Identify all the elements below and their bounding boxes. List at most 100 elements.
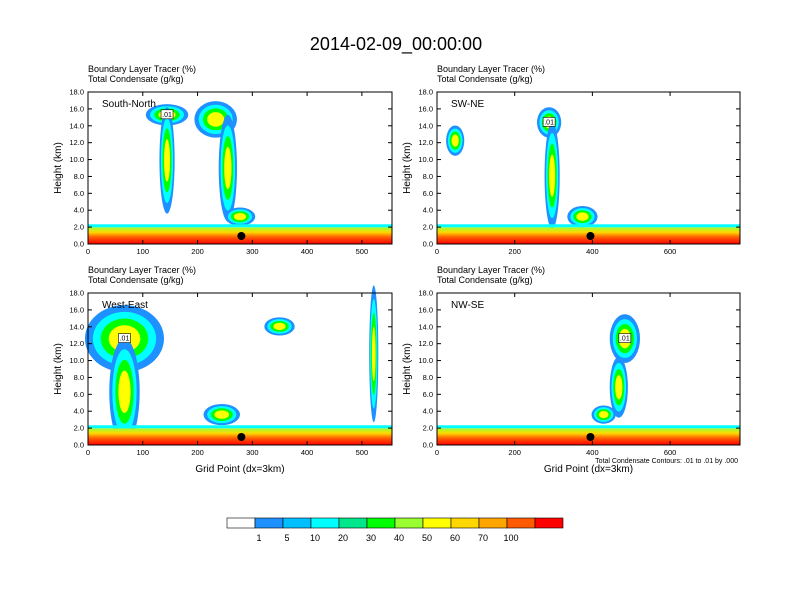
y-tick-label: 0.0	[423, 240, 433, 249]
panel-title-condensate: Total Condensate (g/kg)	[88, 74, 184, 84]
y-tick-label: 2.0	[423, 424, 433, 433]
y-tick-label: 6.0	[74, 390, 84, 399]
tracer-plume-2-level-3	[598, 410, 609, 419]
boundary-layer-top	[437, 224, 740, 228]
panel-title-condensate: Total Condensate (g/kg)	[437, 275, 533, 285]
y-tick-label: 10.0	[69, 356, 84, 365]
y-tick-label: 12.0	[418, 138, 433, 147]
y-tick-label: 10.0	[418, 356, 433, 365]
panel-south-north: 0.0 2.0 4.0 6.0 8.0 10.0 12.0 14.0 16.0 18.0 0 100 2…	[53, 64, 393, 256]
y-axis-title: Height (km)	[402, 142, 413, 194]
x-tick-label: 200	[508, 448, 521, 457]
y-tick-label: 14.0	[69, 121, 84, 130]
y-tick-label: 6.0	[423, 189, 433, 198]
y-tick-label: 4.0	[423, 206, 433, 215]
y-tick-label: 18.0	[69, 88, 84, 97]
y-tick-label: 2.0	[74, 223, 84, 232]
colorbar-swatch-4	[338, 517, 368, 529]
x-tick-label: 300	[246, 247, 259, 256]
colorbar-label: 100	[503, 533, 518, 543]
panel-title-condensate: Total Condensate (g/kg)	[88, 275, 184, 285]
colorbar-swatch-10	[506, 517, 536, 529]
location-marker	[237, 433, 246, 441]
contour-label: .01	[620, 336, 630, 343]
tracer-plume-1-level-3	[164, 139, 171, 182]
y-tick-label: 4.0	[423, 407, 433, 416]
x-tick-label: 0	[435, 448, 439, 457]
boundary-layer-top	[88, 425, 392, 429]
tracer-plume-2-level-3	[273, 322, 286, 331]
colorbar-label: 20	[338, 533, 348, 543]
x-tick-label: 0	[435, 247, 439, 256]
field-layer	[145, 101, 256, 226]
x-tick-label: 400	[301, 247, 314, 256]
y-tick-label: 8.0	[423, 373, 433, 382]
x-tick-label: 200	[191, 247, 204, 256]
colorbar-swatch-5	[366, 517, 396, 529]
y-tick-label: 16.0	[69, 104, 84, 113]
contour-label: .01	[544, 119, 554, 126]
colorbar-label: 30	[366, 533, 376, 543]
tracer-plume-3-level-3	[224, 146, 232, 190]
x-tick-label: 200	[191, 448, 204, 457]
contour-label: .01	[120, 336, 130, 343]
main-title: 2014-02-09_00:00:00	[310, 34, 482, 55]
colorbar-swatch-8	[450, 517, 480, 529]
tracer-plume-1-level-3	[549, 154, 556, 197]
tracer-plume-3-level-3	[451, 134, 459, 147]
y-tick-label: 4.0	[74, 407, 84, 416]
x-tick-label: 400	[301, 448, 314, 457]
location-marker	[586, 433, 595, 441]
panel-sw-ne: 0.0 2.0 4.0 6.0 8.0 10.0 12.0 14.0 16.0 18.0 0 200 4…	[402, 64, 741, 256]
colorbar-swatch-9	[478, 517, 508, 529]
field-layer	[446, 107, 598, 229]
y-tick-label: 14.0	[418, 322, 433, 331]
y-tick-label: 10.0	[69, 155, 84, 164]
y-tick-label: 16.0	[418, 104, 433, 113]
y-tick-label: 6.0	[423, 390, 433, 399]
colorbar-label: 1	[256, 533, 261, 543]
contour-label-box	[160, 109, 174, 120]
y-tick-label: 4.0	[74, 206, 84, 215]
y-tick-label: 10.0	[418, 155, 433, 164]
contour-label-box	[618, 333, 632, 343]
y-axis-title: Height (km)	[402, 343, 413, 395]
region-label: South-North	[102, 99, 156, 110]
colorbar-label: 5	[284, 533, 289, 543]
y-tick-label: 0.0	[74, 240, 84, 249]
x-tick-label: 100	[137, 247, 150, 256]
panel-title-condensate: Total Condensate (g/kg)	[437, 74, 533, 84]
plot-frame	[87, 91, 393, 245]
x-tick-label: 600	[664, 247, 677, 256]
y-tick-label: 14.0	[69, 322, 84, 331]
y-tick-label: 12.0	[69, 339, 84, 348]
y-tick-label: 0.0	[423, 441, 433, 450]
location-marker	[586, 232, 595, 240]
colorbar-swatch-2	[282, 517, 312, 529]
x-tick-label: 0	[86, 448, 90, 457]
y-tick-label: 16.0	[69, 305, 84, 314]
y-axis-title: Height (km)	[53, 343, 64, 395]
plot-background	[437, 293, 740, 445]
region-label: West-East	[102, 300, 148, 311]
colorbar-swatch-0	[226, 517, 256, 529]
x-tick-label: 200	[508, 247, 521, 256]
x-axis-title: Grid Point (dx=3km)	[544, 464, 633, 475]
contour-label-box	[118, 333, 131, 343]
colorbar-swatch-11	[534, 517, 564, 529]
x-tick-label: 400	[586, 448, 599, 457]
plot-frame	[87, 292, 393, 446]
x-tick-label: 400	[586, 247, 599, 256]
y-tick-label: 8.0	[423, 172, 433, 181]
plot-frame	[436, 91, 741, 245]
panel-title-tracer: Boundary Layer Tracer (%)	[88, 265, 196, 275]
panel-title-tracer: Boundary Layer Tracer (%)	[437, 265, 545, 275]
x-tick-label: 500	[356, 448, 369, 457]
tracer-plume-2-level-3	[207, 112, 225, 127]
y-tick-label: 8.0	[74, 172, 84, 181]
location-marker	[237, 232, 246, 240]
colorbar-label: 50	[422, 533, 432, 543]
x-tick-label: 100	[137, 448, 150, 457]
contour-label: .01	[162, 112, 172, 119]
boundary-layer-top	[88, 224, 392, 228]
